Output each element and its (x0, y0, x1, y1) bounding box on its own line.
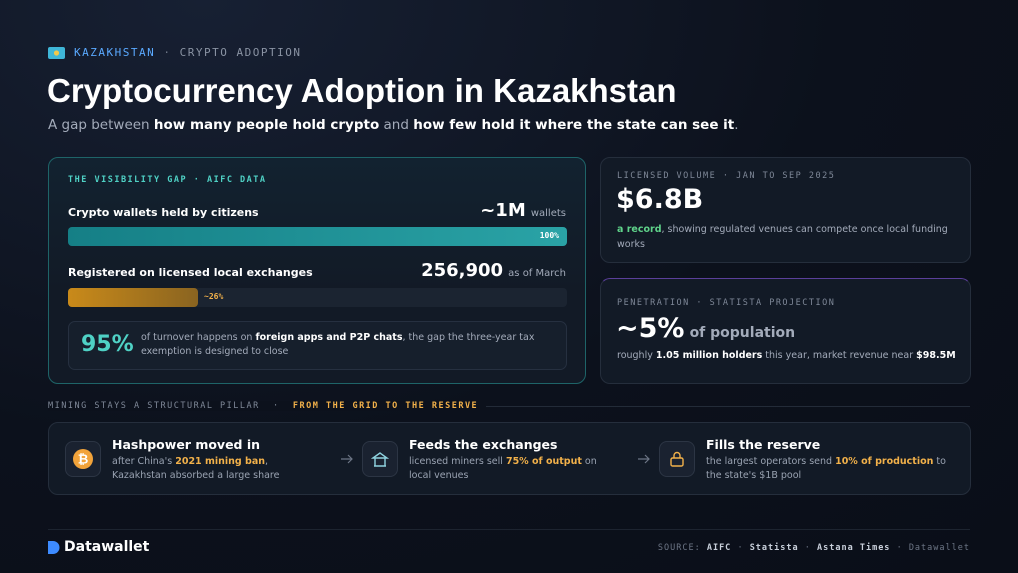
row-label: Registered on licensed local exchanges (68, 266, 313, 279)
text: this year, market revenue near (762, 350, 917, 361)
emphasis: foreign apps and P2P chats (255, 332, 403, 343)
arrow (341, 454, 353, 464)
source-label: SOURCE: (657, 543, 701, 553)
note-figure: 95% (81, 332, 134, 357)
icon (362, 441, 398, 477)
bar (68, 227, 567, 246)
emphasis: 1.05 million holders (655, 350, 763, 361)
figure-row: ~5% of population (616, 313, 795, 344)
svg-text:₿: ₿ (78, 453, 89, 468)
source-name: Datawallet (908, 543, 970, 553)
text: after China's (112, 456, 176, 467)
emphasis: 10% of production (835, 456, 934, 467)
text: , showing regulated venues can compete o… (617, 224, 948, 250)
text: and (379, 117, 414, 133)
section-label: MINING STAYS A STRUCTURAL PILLAR · FROM … (48, 401, 487, 411)
text: of turnover happens on (141, 332, 256, 343)
subtitle: A gap between how many people hold crypt… (48, 117, 739, 133)
step-title: Fills the reserve (706, 437, 821, 452)
step-text: licensed miners sell 75% of output on lo… (409, 455, 609, 483)
emphasis: 2021 mining ban (175, 456, 265, 467)
penetration-card: PENETRATION · STATISTA PROJECTION ~5% of… (600, 278, 971, 384)
divider (48, 529, 970, 530)
highlight: FROM THE GRID TO THE RESERVE (292, 401, 479, 411)
icon: ₿ (65, 441, 101, 477)
kicker: KAZAKHSTAN · CRYPTO ADOPTION (74, 46, 301, 59)
figure: $6.8B (616, 184, 704, 215)
text: the largest operators send (706, 456, 836, 467)
kicker-text: CRYPTO ADOPTION (179, 46, 302, 59)
step-text: the largest operators send 10% of produc… (706, 455, 956, 483)
card-text: roughly 1.05 million holders this year, … (617, 350, 956, 361)
emphasis: how many people hold crypto (153, 117, 380, 133)
card-label: LICENSED VOLUME · JAN TO SEP 2025 (617, 171, 836, 181)
row-figure: ~1M wallets (480, 200, 566, 221)
emphasis: a record (617, 224, 662, 235)
flag (48, 47, 65, 59)
unit: of population (689, 325, 796, 341)
text: licensed miners sell (409, 456, 506, 467)
step: ₿ Hashpower moved in after China's 2021 … (65, 423, 345, 495)
row-label: Crypto wallets held by citizens (68, 206, 259, 219)
separator: · (273, 401, 280, 411)
step-title: Hashpower moved in (112, 437, 261, 452)
bar (68, 288, 198, 307)
text: . (734, 117, 739, 133)
label: MINING STAYS A STRUCTURAL PILLAR (48, 401, 260, 411)
visibility-card: THE VISIBILITY GAP · AIFC DATA Crypto wa… (48, 157, 586, 384)
card-label: PENETRATION · STATISTA PROJECTION (617, 298, 836, 308)
card-label: THE VISIBILITY GAP · AIFC DATA (68, 175, 267, 185)
logo (48, 541, 60, 554)
mining-card: ₿ Hashpower moved in after China's 2021 … (48, 422, 971, 495)
bank-icon (371, 452, 389, 467)
text: roughly (617, 350, 656, 361)
volume-card: LICENSED VOLUME · JAN TO SEP 2025 $6.8B … (600, 157, 971, 263)
step-title: Feeds the exchanges (409, 437, 558, 452)
text: , the gap the three-year tax exemption i… (141, 332, 535, 357)
separator: · (737, 543, 744, 553)
emphasis: 75% of output (505, 456, 582, 467)
divider (48, 406, 970, 407)
bar-track: ~26% (68, 288, 567, 307)
lock-icon (670, 451, 684, 467)
bitcoin-icon: ₿ (73, 449, 93, 469)
step-text: after China's 2021 mining ban, Kazakhsta… (112, 455, 312, 483)
text: to the state's $1B pool (706, 456, 946, 481)
bar-label: 100% (539, 231, 559, 240)
unit: wallets (530, 208, 566, 219)
title: Cryptocurrency Adoption in Kazakhstan (47, 72, 677, 109)
figure: ~1M (480, 200, 526, 221)
source-name: Statista (749, 543, 799, 553)
figure: ~5% (616, 313, 685, 344)
source-name: Astana Times (817, 543, 891, 553)
emphasis: $98.5M (916, 350, 956, 361)
step: Feeds the exchanges licensed miners sell… (362, 423, 642, 495)
brand: Datawallet (64, 539, 150, 555)
source-name: AIFC (706, 543, 732, 553)
arrow (638, 454, 650, 464)
icon (659, 441, 695, 477)
bar-label: ~26% (204, 292, 224, 301)
step: Fills the reserve the largest operators … (659, 423, 959, 495)
text: , Kazakhstan absorbed a large share (112, 456, 280, 481)
row-figure: 256,900 as of March (421, 260, 566, 281)
separator: · (163, 46, 172, 59)
unit: as of March (508, 268, 566, 279)
separator: · (804, 543, 811, 553)
note: 95% of turnover happens on foreign apps … (68, 321, 567, 370)
separator: · (896, 543, 903, 553)
emphasis: how few hold it where the state can see … (413, 117, 735, 133)
figure: 256,900 (421, 260, 504, 281)
note-text: of turnover happens on foreign apps and … (141, 331, 551, 359)
bar-track: 100% (68, 227, 567, 246)
card-text: a record, showing regulated venues can c… (617, 222, 957, 252)
text: on local venues (409, 456, 597, 481)
source: SOURCE: AIFC · Statista · Astana Times ·… (658, 543, 970, 553)
text: A gap between (48, 117, 154, 133)
country: KAZAKHSTAN (74, 46, 156, 59)
